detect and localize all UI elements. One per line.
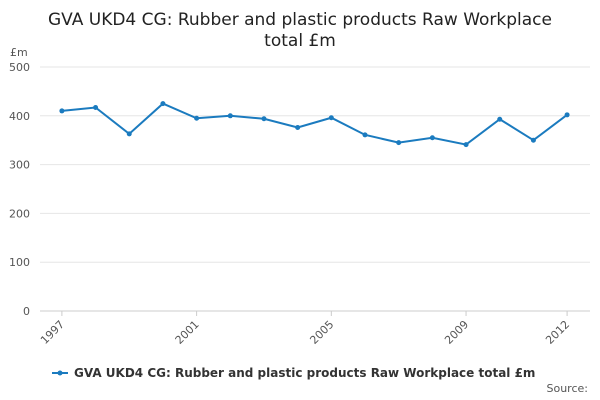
x-tick-label: 2001 (173, 318, 202, 347)
point (328, 115, 334, 121)
x-tick-label: 2005 (307, 318, 336, 347)
point (497, 116, 503, 122)
legend-marker (57, 370, 63, 376)
series-line (61, 102, 568, 146)
point (194, 115, 200, 121)
x-tick-label: 2012 (543, 318, 572, 347)
y-tick-label: 500 (9, 61, 30, 74)
point (564, 112, 570, 118)
point (59, 108, 65, 114)
y-tick-label: 200 (9, 207, 30, 220)
point (126, 131, 132, 137)
y-tick-label: 0 (23, 305, 30, 318)
point (362, 132, 368, 138)
y-unit: £m (10, 46, 28, 59)
point (396, 140, 402, 146)
y-tick-label: 400 (9, 110, 30, 123)
point (295, 125, 301, 131)
source: Source: (547, 382, 589, 395)
point (429, 135, 435, 141)
point (530, 137, 536, 143)
y-tick-label: 300 (9, 159, 30, 172)
point (160, 101, 166, 107)
y-tick-label: 100 (9, 256, 30, 269)
point (261, 116, 267, 122)
x-tick-label: 2009 (442, 318, 471, 347)
point (93, 105, 99, 111)
point (463, 142, 469, 148)
chart-title: GVA UKD4 CG: Rubber and plastic products… (48, 10, 552, 51)
legend-label: GVA UKD4 CG: Rubber and plastic products… (74, 366, 535, 380)
point (227, 113, 233, 119)
x-tick-label: 1997 (38, 318, 67, 347)
